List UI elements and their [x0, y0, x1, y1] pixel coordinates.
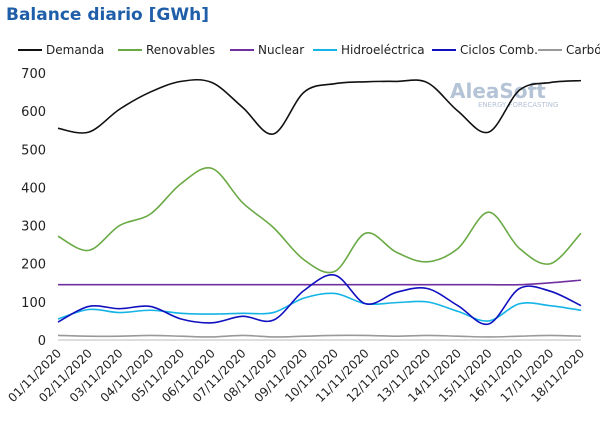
y-tick-label: 500: [21, 143, 46, 158]
chart-title: Balance diario [GWh]: [6, 5, 209, 25]
series-line: [57, 78, 582, 135]
series-line: [57, 292, 582, 322]
y-tick-label: 700: [21, 67, 46, 82]
legend-label: Carbón: [566, 43, 600, 57]
legend-label: Ciclos Comb.: [460, 43, 538, 57]
logo-name: AleaSoft: [450, 79, 546, 103]
legend-label: Nuclear: [258, 43, 304, 57]
legend-label: Hidroeléctrica: [341, 43, 425, 57]
legend-label: Renovables: [146, 43, 215, 57]
series-line: [58, 279, 582, 286]
series-line: [57, 334, 582, 338]
y-tick-label: 0: [38, 334, 46, 349]
y-tick-label: 600: [21, 105, 46, 120]
logo-tagline: ENERGY FORECASTING: [478, 101, 558, 109]
y-tick-label: 100: [21, 296, 46, 311]
y-tick-label: 200: [21, 258, 46, 273]
series-line: [57, 166, 582, 274]
y-tick-label: 400: [21, 181, 46, 196]
legend-label: Demanda: [46, 43, 104, 57]
y-tick-label: 300: [21, 220, 46, 235]
series-line: [57, 274, 582, 326]
